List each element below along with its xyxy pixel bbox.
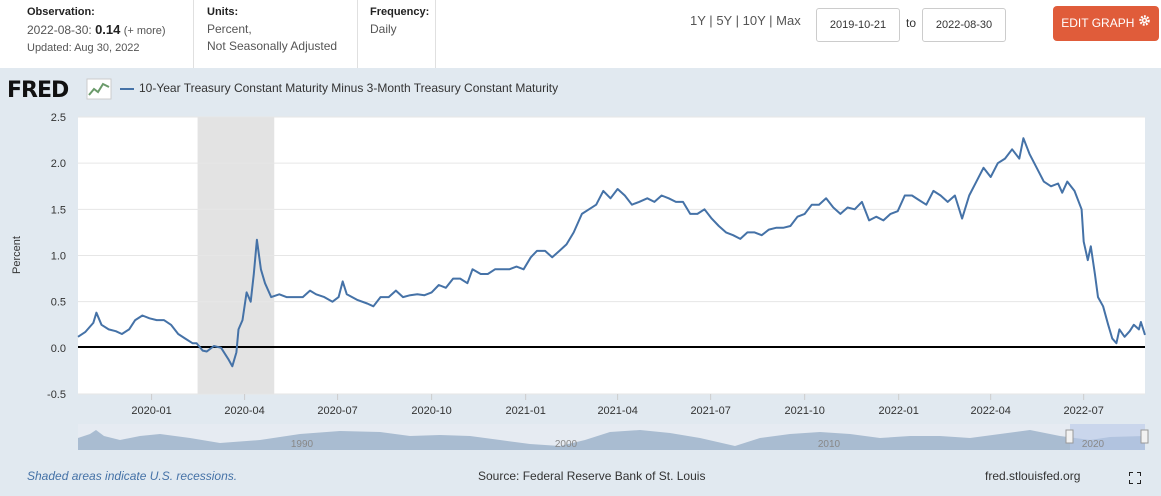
- edit-graph-button[interactable]: EDIT GRAPH: [1053, 6, 1159, 41]
- site-url-link[interactable]: fred.stlouisfed.org: [985, 469, 1081, 483]
- range-10y-button[interactable]: 10Y: [742, 13, 766, 28]
- range-separator: |: [735, 13, 739, 28]
- legend: 10-Year Treasury Constant Maturity Minus…: [120, 81, 558, 95]
- y-tick-label: 2.0: [51, 158, 66, 170]
- x-tick-label: 2020-10: [411, 405, 451, 417]
- frequency-label: Frequency:: [370, 6, 430, 18]
- recession-note: Shaded areas indicate U.S. recessions.: [27, 469, 238, 483]
- header-divider: [193, 0, 194, 68]
- series-line: [77, 137, 1146, 368]
- updated-text: Updated: Aug 30, 2022: [27, 42, 140, 54]
- observation-more-link[interactable]: (+ more): [123, 25, 166, 37]
- navigator-selection[interactable]: [1070, 424, 1145, 450]
- x-tick-label: 2022-07: [1063, 405, 1103, 417]
- gear-icon: [1138, 6, 1151, 41]
- header-divider: [435, 0, 436, 68]
- y-tick-label: 1.0: [51, 251, 66, 263]
- y-tick-label: 2.5: [51, 112, 66, 124]
- range-max-button[interactable]: Max: [776, 13, 801, 28]
- x-tick-label: 2021-04: [597, 405, 637, 417]
- legend-swatch: [120, 87, 134, 90]
- navigator-label: 2020: [1082, 439, 1105, 450]
- navigator-label: 2010: [818, 439, 841, 450]
- y-tick-label: 0.5: [51, 297, 66, 309]
- range-5y-button[interactable]: 5Y: [716, 13, 732, 28]
- range-separator: |: [769, 13, 773, 28]
- chart-panel: FRED 10-Year Treasury Constant Maturity …: [0, 68, 1161, 496]
- source-text: Source: Federal Reserve Bank of St. Loui…: [478, 469, 706, 483]
- chart-svg: -0.5 0.0 0.5 1.0 1.5 2.0 2.5 2020-01 2020-04 2020…: [11, 112, 1149, 450]
- x-tick-label: 2020-01: [131, 405, 171, 417]
- range-selector: 1Y | 5Y | 10Y | Max: [690, 13, 801, 28]
- navigator-area: [78, 430, 1145, 450]
- observation-label: Observation:: [27, 6, 95, 18]
- observation-date: 2022-08-30:: [27, 23, 92, 37]
- end-date-input[interactable]: 2022-08-30: [922, 8, 1006, 42]
- navigator-label: 2000: [555, 439, 578, 450]
- x-tick-label: 2020-07: [317, 405, 357, 417]
- x-tick-label: 2022-04: [970, 405, 1010, 417]
- units-label: Units:: [207, 6, 239, 18]
- units-line1: Percent,: [207, 22, 252, 36]
- y-tick-label: -0.5: [47, 389, 66, 401]
- to-label: to: [906, 16, 917, 30]
- y-tick-label: 0.0: [51, 343, 66, 355]
- y-tick-label: 1.5: [51, 204, 66, 216]
- navigator-right-handle[interactable]: [1140, 429, 1149, 444]
- frequency-block: Frequency: Daily: [370, 4, 429, 38]
- header-divider: [357, 0, 358, 68]
- x-tick-label: 2021-10: [784, 405, 824, 417]
- navigator-label: 1990: [291, 439, 314, 450]
- x-tick-label: 2021-07: [690, 405, 730, 417]
- units-block: Units: Percent, Not Seasonally Adjusted: [207, 4, 337, 55]
- navigator[interactable]: 1990 2000 2010 2020: [78, 424, 1149, 450]
- edit-graph-label: EDIT GRAPH: [1061, 16, 1135, 30]
- range-1y-button[interactable]: 1Y: [690, 13, 706, 28]
- start-date-input[interactable]: 2019-10-21: [816, 8, 900, 42]
- x-tick-label: 2022-01: [879, 405, 919, 417]
- header-bar: Observation: 2022-08-30: 0.14 (+ more) U…: [0, 0, 1161, 68]
- frequency-value: Daily: [370, 22, 397, 36]
- fullscreen-icon[interactable]: [1128, 471, 1142, 485]
- fred-graph-icon: [86, 78, 112, 105]
- fred-logo: FRED: [7, 78, 69, 103]
- x-tick-label: 2021-01: [505, 405, 545, 417]
- observation-value: 0.14: [95, 22, 121, 37]
- navigator-left-handle[interactable]: [1065, 429, 1074, 444]
- range-separator: |: [709, 13, 713, 28]
- x-tick-label: 2020-04: [224, 405, 264, 417]
- units-line2: Not Seasonally Adjusted: [207, 39, 338, 53]
- y-axis-label: Percent: [11, 236, 23, 274]
- observation-block: Observation: 2022-08-30: 0.14 (+ more) U…: [27, 4, 166, 57]
- legend-series-name: 10-Year Treasury Constant Maturity Minus…: [139, 81, 559, 95]
